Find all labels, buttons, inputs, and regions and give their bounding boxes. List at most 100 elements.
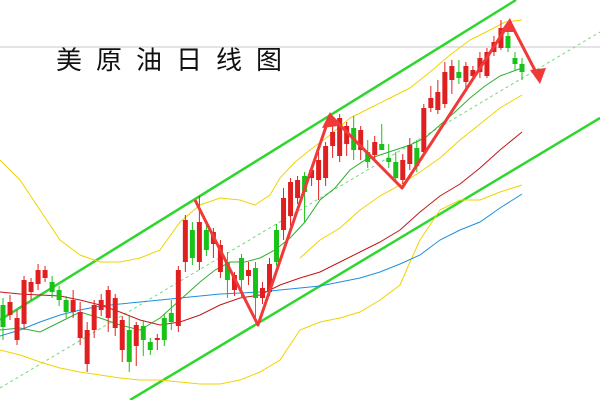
candle [168,300,174,330]
bands-layer [0,19,523,385]
candle [386,144,392,168]
bollinger-upper-band [0,19,523,263]
candle [407,138,413,170]
candle-body [112,298,118,328]
candle [393,152,399,182]
candle-body [365,152,371,162]
candle-body [477,58,483,72]
candle [56,286,62,306]
candle [421,104,427,156]
candle [70,290,76,318]
candle [260,282,265,304]
candle [161,314,167,346]
candle [154,334,160,350]
candle [274,224,280,266]
candle [252,262,258,322]
candle [7,295,13,320]
candle [281,188,287,240]
candle-body [154,338,160,340]
candle [105,286,111,332]
candle-body [231,275,237,290]
candle-body [140,326,146,340]
candle [449,60,455,94]
candle-body [21,280,27,324]
candle [323,142,329,186]
candle-body [435,92,441,110]
candle-body [175,270,181,326]
candle [400,154,406,184]
candle-body [442,72,448,104]
candle [42,266,48,282]
candle-body [358,130,364,150]
candle [505,32,511,52]
candle-body [203,230,209,250]
candle [189,222,195,265]
candle-body [224,262,230,280]
candle-body [414,148,420,166]
candle-body [182,220,188,262]
candle [379,124,385,150]
candle [98,294,104,316]
candle-body [428,98,434,108]
candle-body [133,325,139,346]
candle [35,264,41,290]
candle [77,302,83,345]
candle-body [316,160,322,180]
candle-body [252,268,258,298]
zigzag-arrowhead-top [500,18,516,32]
candle [28,278,34,300]
candle-body [189,230,195,258]
candle-body [238,258,244,280]
candle-body [119,320,125,350]
candle-body [7,302,13,315]
candle [330,126,336,158]
candle [463,62,469,88]
channel-mid-dashed-line [0,31,600,389]
candle [91,300,97,338]
candle [133,322,139,366]
zigzag-layer [193,18,546,327]
candle-body [400,160,406,180]
candle [337,114,343,162]
candle [175,266,181,332]
candle [63,296,69,318]
candle [477,52,483,78]
candle-body [35,270,41,284]
candle [84,322,90,372]
ma-short-line [0,67,523,333]
candle-body [70,300,76,312]
candle-body [330,132,336,146]
candle-body [91,305,97,330]
candle [224,252,230,298]
channel-upper-line [0,0,517,322]
candle-body [281,198,287,230]
candle [203,222,209,256]
candle-body [14,318,20,340]
candle [126,316,132,372]
candle-body [245,270,251,276]
candle [435,80,441,114]
candle-body [161,318,167,340]
zigzag-arrowhead-end [530,68,546,84]
candle [119,316,125,362]
candle-body [0,305,6,327]
candle-body [309,170,315,178]
candle-body [456,72,462,78]
candle [217,240,223,278]
candle [0,298,6,340]
candle-body [42,270,48,278]
zigzag-arrowhead-peak [322,112,338,128]
candle-body [386,158,392,162]
candle [316,152,322,200]
candle-body [295,180,301,198]
candle-body [77,312,83,338]
candle-body [274,230,280,262]
candle-body [344,126,350,144]
candle [456,60,462,84]
chart-title: 美原油日线图 [56,46,297,76]
candle [49,276,55,298]
candle-body [267,264,273,292]
